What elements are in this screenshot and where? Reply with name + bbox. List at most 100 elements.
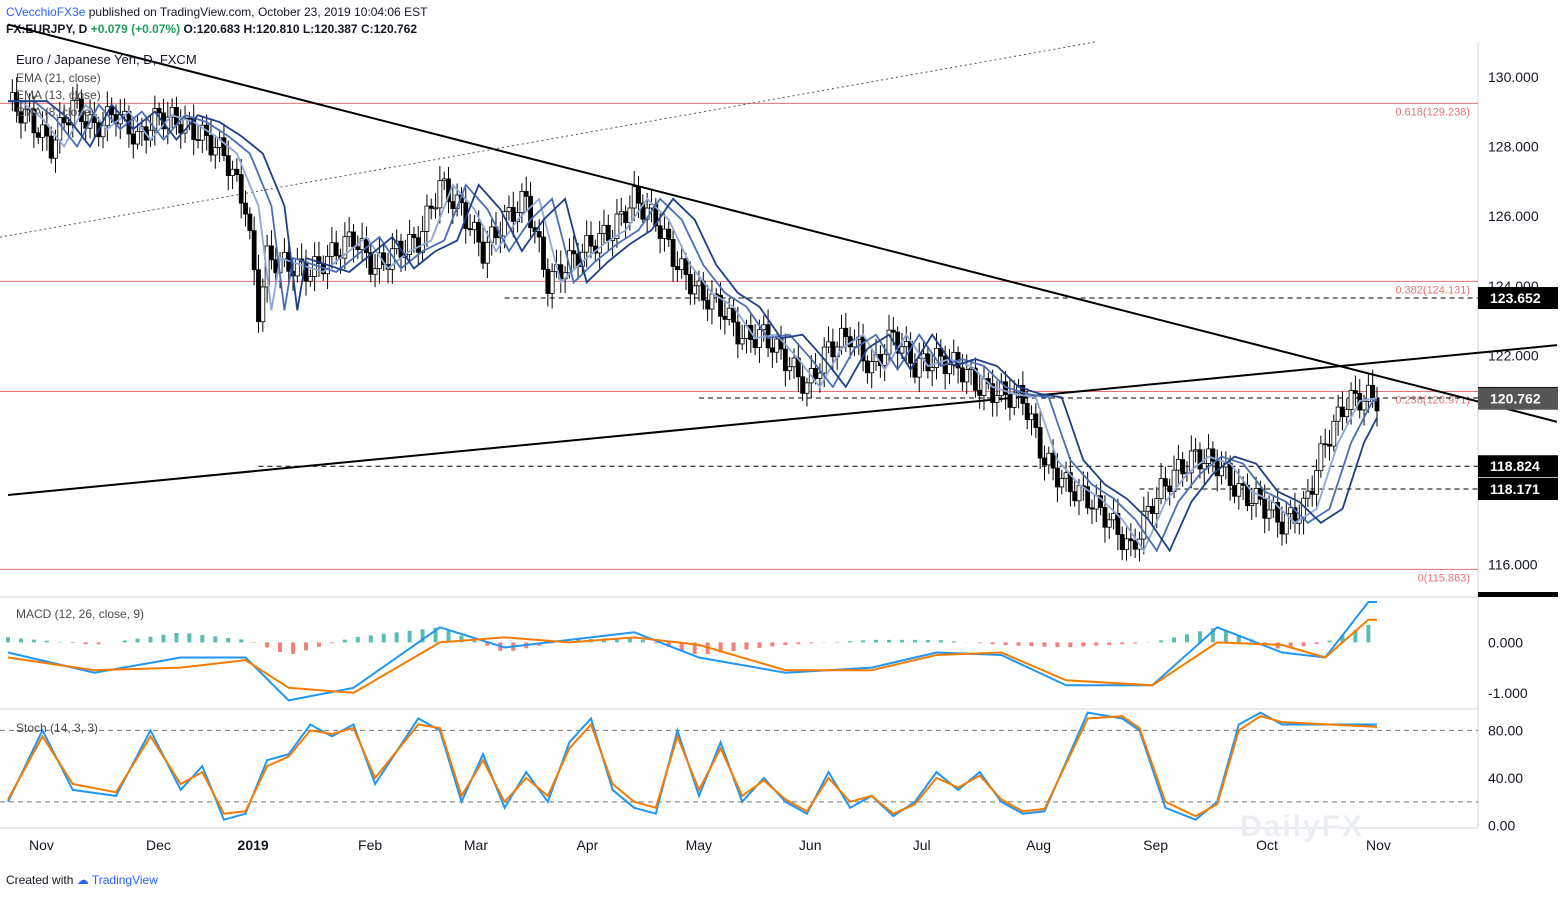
candle-body[interactable] <box>1106 519 1112 528</box>
candle-body[interactable] <box>813 368 818 379</box>
candle-body[interactable] <box>22 108 28 124</box>
candle-body[interactable] <box>666 228 672 240</box>
candle-body[interactable] <box>726 307 732 320</box>
candle-body[interactable] <box>57 117 63 141</box>
candle-body[interactable] <box>212 147 218 156</box>
candle-body[interactable] <box>1011 392 1017 408</box>
candle-body[interactable] <box>869 361 875 374</box>
candle-body[interactable] <box>584 234 590 253</box>
candle-body[interactable] <box>1115 513 1121 535</box>
candle-body[interactable] <box>53 139 58 159</box>
candle-body[interactable] <box>307 276 313 282</box>
candle-body[interactable] <box>1145 506 1151 512</box>
candle-body[interactable] <box>882 353 888 367</box>
candle-body[interactable] <box>1275 502 1281 523</box>
candle-body[interactable] <box>1059 477 1065 488</box>
candle-body[interactable] <box>605 224 611 242</box>
candle-body[interactable] <box>1327 443 1332 447</box>
candle-body[interactable] <box>1067 472 1073 493</box>
candle-body[interactable] <box>1344 409 1350 418</box>
candle-body[interactable] <box>614 213 620 239</box>
candle-body[interactable] <box>705 299 711 310</box>
candle-body[interactable] <box>1266 509 1272 519</box>
candle-body[interactable] <box>696 280 702 287</box>
candle-body[interactable] <box>623 211 628 224</box>
candle-body[interactable] <box>567 250 572 274</box>
candle-body[interactable] <box>294 258 300 277</box>
candle-body[interactable] <box>152 108 158 131</box>
candle-body[interactable] <box>100 125 106 138</box>
tradingview-logo-icon[interactable]: ☁ <box>76 873 89 887</box>
candle-body[interactable] <box>670 239 676 267</box>
candle-body[interactable] <box>156 108 162 114</box>
candle-body[interactable] <box>631 186 637 209</box>
candle-body[interactable] <box>506 207 512 213</box>
candle-body[interactable] <box>925 353 931 372</box>
candle-body[interactable] <box>1007 394 1013 408</box>
candle-body[interactable] <box>817 372 823 379</box>
candle-body[interactable] <box>899 346 905 354</box>
candle-body[interactable] <box>791 357 797 368</box>
candle-body[interactable] <box>9 92 15 102</box>
candle-body[interactable] <box>480 241 486 264</box>
candle-body[interactable] <box>903 341 909 348</box>
candle-body[interactable] <box>437 180 443 209</box>
candle-body[interactable] <box>692 285 698 295</box>
candle-body[interactable] <box>1305 490 1311 499</box>
candle-body[interactable] <box>1262 498 1268 519</box>
candle-body[interactable] <box>1370 384 1376 399</box>
candle-body[interactable] <box>1102 507 1108 528</box>
candle-body[interactable] <box>221 137 227 157</box>
candle-body[interactable] <box>407 233 413 255</box>
candle-body[interactable] <box>735 321 741 345</box>
candle-body[interactable] <box>247 213 253 232</box>
candle-body[interactable] <box>35 132 41 138</box>
candle-body[interactable] <box>208 135 214 156</box>
candle-body[interactable] <box>972 367 978 391</box>
candle-body[interactable] <box>1240 483 1246 486</box>
candle-body[interactable] <box>890 329 896 333</box>
candle-body[interactable] <box>329 242 335 257</box>
candle-body[interactable] <box>1124 538 1129 551</box>
candle-body[interactable] <box>61 117 67 124</box>
candle-body[interactable] <box>782 348 788 372</box>
candle-body[interactable] <box>1141 510 1147 540</box>
candle-body[interactable] <box>830 341 836 358</box>
candle-body[interactable] <box>260 286 266 323</box>
candle-body[interactable] <box>519 191 525 213</box>
candle-body[interactable] <box>109 106 115 116</box>
candle-body[interactable] <box>571 250 577 255</box>
candle-body[interactable] <box>186 117 192 120</box>
candle-body[interactable] <box>1162 478 1168 487</box>
candle-body[interactable] <box>415 237 421 253</box>
candle-body[interactable] <box>528 195 533 229</box>
candle-body[interactable] <box>1046 452 1052 466</box>
candle-body[interactable] <box>752 339 758 348</box>
candle-body[interactable] <box>316 256 322 264</box>
candle-body[interactable] <box>372 268 378 275</box>
candle-body[interactable] <box>977 389 983 396</box>
candle-body[interactable] <box>281 252 287 260</box>
candle-body[interactable] <box>1374 397 1380 412</box>
candle-body[interactable] <box>1193 449 1199 452</box>
candle-body[interactable] <box>1340 406 1345 418</box>
candle-body[interactable] <box>1318 443 1324 472</box>
candle-body[interactable] <box>1188 450 1194 474</box>
candle-body[interactable] <box>238 174 244 204</box>
candle-body[interactable] <box>1180 459 1186 475</box>
candle-body[interactable] <box>916 357 922 378</box>
candle-body[interactable] <box>990 383 996 403</box>
candle-body[interactable] <box>1167 485 1173 492</box>
candle-body[interactable] <box>130 133 136 145</box>
candle-body[interactable] <box>1331 420 1337 447</box>
candle-body[interactable] <box>960 367 965 383</box>
candle-body[interactable] <box>251 230 257 271</box>
candle-body[interactable] <box>256 269 261 323</box>
author-link[interactable]: CVecchioFX3e <box>6 5 86 19</box>
candle-body[interactable] <box>662 228 667 239</box>
candle-body[interactable] <box>947 364 952 375</box>
candle-body[interactable] <box>1249 503 1255 506</box>
candle-body[interactable] <box>351 231 356 248</box>
candle-body[interactable] <box>683 258 689 275</box>
candle-body[interactable] <box>636 186 641 204</box>
